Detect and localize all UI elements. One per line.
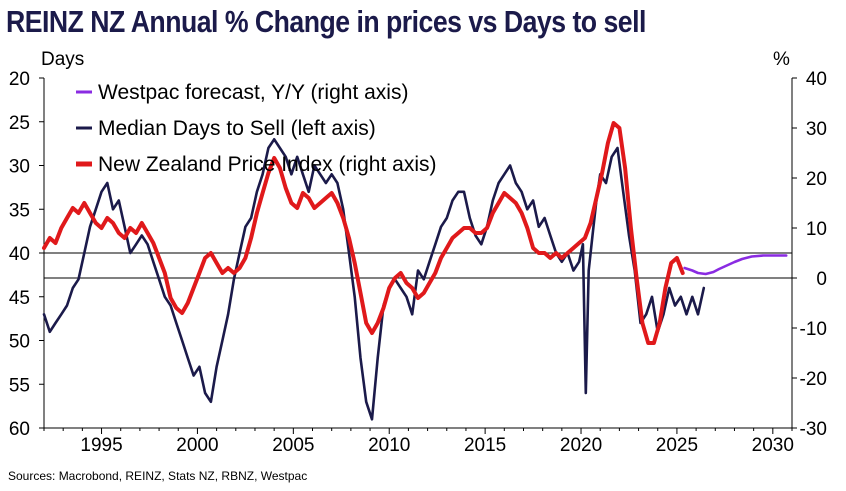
left-tick-label: 45	[9, 288, 30, 309]
x-tick-label: 2010	[368, 435, 410, 456]
right-tick-label: 0	[816, 269, 827, 290]
series-line-2	[42, 121, 685, 345]
left-axis-label: Days	[41, 49, 84, 70]
left-tick-label: 60	[9, 419, 30, 440]
sources-note: Sources: Macrobond, REINZ, Stats NZ, RBN…	[8, 469, 308, 483]
legend-label-2: New Zealand Price Index (right axis)	[98, 153, 436, 176]
legend-label-1: Median Days to Sell (left axis)	[98, 117, 376, 140]
x-tick-label: 1995	[80, 435, 122, 456]
left-tick-label: 35	[9, 200, 30, 221]
left-tick-label: 20	[9, 69, 30, 90]
chart-title: REINZ NZ Annual % Change in prices vs Da…	[6, 4, 646, 39]
legend-label-0: Westpac forecast, Y/Y (right axis)	[98, 81, 408, 104]
right-tick-label: 30	[806, 119, 827, 140]
x-tick-label: 2020	[560, 435, 602, 456]
left-tick-label: 50	[9, 332, 30, 353]
x-tick-label: 2015	[464, 435, 506, 456]
axes: 202530354045505560403020100-10-20-301995…	[9, 69, 827, 456]
x-tick-label: 2025	[656, 435, 698, 456]
x-tick-label: 2030	[752, 435, 794, 456]
x-tick-label: 2000	[176, 435, 218, 456]
right-tick-label: -10	[800, 319, 827, 340]
left-tick-label: 55	[9, 375, 30, 396]
series-line-1	[42, 138, 706, 421]
legend: Westpac forecast, Y/Y (right axis) Median…	[76, 81, 436, 176]
right-tick-label: -30	[800, 419, 827, 440]
left-tick-label: 40	[9, 244, 30, 265]
right-tick-label: -20	[800, 369, 827, 390]
right-tick-label: 40	[806, 69, 827, 90]
left-tick-label: 25	[9, 113, 30, 134]
series-layer	[42, 121, 788, 421]
series-line-0	[683, 254, 788, 276]
right-tick-label: 20	[806, 169, 827, 190]
x-tick-label: 2005	[272, 435, 314, 456]
left-tick-label: 30	[9, 157, 30, 178]
right-tick-label: 10	[806, 219, 827, 240]
right-axis-label: %	[773, 49, 790, 70]
